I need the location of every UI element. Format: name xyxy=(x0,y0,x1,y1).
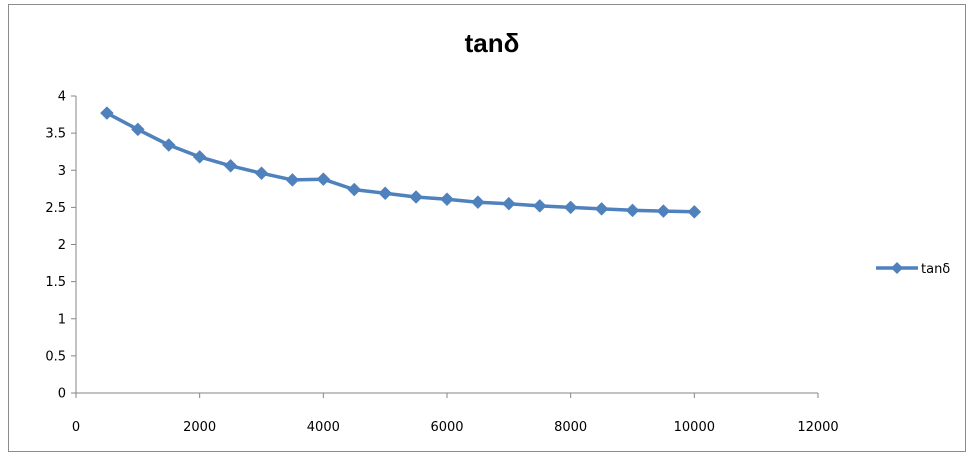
chart-title: tanδ xyxy=(464,28,520,58)
chart-frame xyxy=(8,4,966,452)
data-point-marker xyxy=(656,204,671,218)
y-tick-label: 3 xyxy=(58,164,66,179)
y-tick-label: 1.5 xyxy=(45,275,66,290)
y-tick-label: 0 xyxy=(58,387,66,402)
data-point-marker xyxy=(223,158,238,173)
y-tick-label: 3.5 xyxy=(45,127,66,142)
y-tick-label: 4 xyxy=(58,90,66,105)
data-point-marker xyxy=(687,204,702,219)
data-point-marker xyxy=(501,196,516,211)
data-point-marker xyxy=(161,138,176,152)
data-point-marker xyxy=(100,106,114,120)
x-tick-label: 2000 xyxy=(183,420,216,435)
tick-labels: 0 0.5 1 1.5 2 2.5 3 3.5 4 0 2000 4000 6000 8000 10000 1… xyxy=(45,90,838,436)
data-point-marker xyxy=(409,190,423,204)
data-point-marker xyxy=(563,200,578,215)
data-point-marker xyxy=(625,203,640,218)
legend: tanδ xyxy=(876,262,950,277)
data-point-marker xyxy=(378,186,393,201)
data-point-marker xyxy=(130,122,145,137)
data-point-marker xyxy=(192,150,207,164)
y-tick-label: 2.5 xyxy=(45,201,66,216)
data-point-marker xyxy=(316,172,331,187)
legend-label: tanδ xyxy=(921,262,950,277)
data-point-marker xyxy=(532,199,547,213)
x-tick-label: 10000 xyxy=(674,420,715,435)
x-tick-label: 4000 xyxy=(307,420,340,435)
legend-marker xyxy=(891,262,903,274)
x-tick-label: 12000 xyxy=(797,420,838,435)
data-point-marker xyxy=(254,166,269,181)
y-tick-label: 2 xyxy=(58,238,66,253)
x-tick-label: 8000 xyxy=(554,420,587,435)
data-point-marker xyxy=(594,202,609,216)
data-point-marker xyxy=(471,195,485,210)
data-point-marker xyxy=(285,173,300,187)
y-tick-label: 0.5 xyxy=(45,349,66,364)
x-tick-label: 6000 xyxy=(430,420,463,435)
series-layer xyxy=(100,106,702,219)
axes xyxy=(71,95,819,398)
data-point-marker xyxy=(347,182,362,197)
y-tick-label: 1 xyxy=(58,312,66,327)
data-point-marker xyxy=(440,192,454,207)
series-line xyxy=(106,111,695,214)
x-tick-label: 0 xyxy=(72,420,80,435)
